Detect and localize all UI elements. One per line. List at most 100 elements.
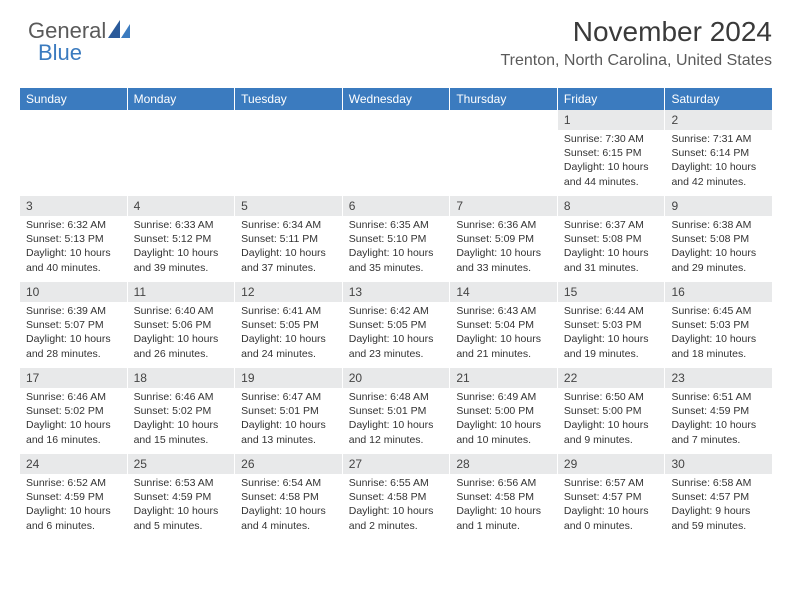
day-day1: Daylight: 10 hours [26, 332, 121, 346]
day-number: 13 [343, 282, 450, 302]
weekday-header-cell: Saturday [665, 88, 772, 110]
day-content: Sunrise: 7:30 AMSunset: 6:15 PMDaylight:… [558, 130, 665, 193]
day-day1: Daylight: 10 hours [456, 332, 551, 346]
day-sunset: Sunset: 5:03 PM [564, 318, 659, 332]
day-day2: and 16 minutes. [26, 433, 121, 447]
day-day2: and 24 minutes. [241, 347, 336, 361]
empty-day-cell [128, 110, 236, 196]
day-content: Sunrise: 6:46 AMSunset: 5:02 PMDaylight:… [20, 388, 127, 451]
day-sunrise: Sunrise: 7:31 AM [671, 132, 766, 146]
day-content: Sunrise: 6:33 AMSunset: 5:12 PMDaylight:… [128, 216, 235, 279]
day-cell: 6Sunrise: 6:35 AMSunset: 5:10 PMDaylight… [343, 196, 451, 282]
day-sunrise: Sunrise: 6:37 AM [564, 218, 659, 232]
day-day1: Daylight: 10 hours [671, 246, 766, 260]
day-sunset: Sunset: 5:02 PM [134, 404, 229, 418]
day-day2: and 18 minutes. [671, 347, 766, 361]
day-number: 15 [558, 282, 665, 302]
empty-day-cell [235, 110, 343, 196]
day-day1: Daylight: 10 hours [134, 504, 229, 518]
day-number: 18 [128, 368, 235, 388]
day-day1: Daylight: 10 hours [564, 332, 659, 346]
day-sunset: Sunset: 5:07 PM [26, 318, 121, 332]
day-sunrise: Sunrise: 6:49 AM [456, 390, 551, 404]
day-cell: 2Sunrise: 7:31 AMSunset: 6:14 PMDaylight… [665, 110, 772, 196]
day-number: 3 [20, 196, 127, 216]
day-content: Sunrise: 6:34 AMSunset: 5:11 PMDaylight:… [235, 216, 342, 279]
day-day2: and 9 minutes. [564, 433, 659, 447]
empty-day-cell [20, 110, 128, 196]
day-cell: 4Sunrise: 6:33 AMSunset: 5:12 PMDaylight… [128, 196, 236, 282]
day-day1: Daylight: 10 hours [26, 418, 121, 432]
day-cell: 30Sunrise: 6:58 AMSunset: 4:57 PMDayligh… [665, 454, 772, 540]
day-sunset: Sunset: 5:09 PM [456, 232, 551, 246]
day-cell: 21Sunrise: 6:49 AMSunset: 5:00 PMDayligh… [450, 368, 558, 454]
day-day2: and 7 minutes. [671, 433, 766, 447]
day-cell: 29Sunrise: 6:57 AMSunset: 4:57 PMDayligh… [558, 454, 666, 540]
day-sunset: Sunset: 4:58 PM [241, 490, 336, 504]
day-sunset: Sunset: 4:59 PM [134, 490, 229, 504]
day-sunrise: Sunrise: 6:40 AM [134, 304, 229, 318]
day-content: Sunrise: 6:54 AMSunset: 4:58 PMDaylight:… [235, 474, 342, 537]
weekday-header-row: SundayMondayTuesdayWednesdayThursdayFrid… [20, 88, 772, 110]
weekday-header-cell: Sunday [20, 88, 128, 110]
week-row: 10Sunrise: 6:39 AMSunset: 5:07 PMDayligh… [20, 282, 772, 368]
day-cell: 12Sunrise: 6:41 AMSunset: 5:05 PMDayligh… [235, 282, 343, 368]
day-sunrise: Sunrise: 6:39 AM [26, 304, 121, 318]
day-content: Sunrise: 6:55 AMSunset: 4:58 PMDaylight:… [343, 474, 450, 537]
day-sunrise: Sunrise: 6:55 AM [349, 476, 444, 490]
day-sunrise: Sunrise: 6:33 AM [134, 218, 229, 232]
day-day1: Daylight: 10 hours [26, 246, 121, 260]
day-day2: and 39 minutes. [134, 261, 229, 275]
day-cell: 19Sunrise: 6:47 AMSunset: 5:01 PMDayligh… [235, 368, 343, 454]
weekday-header-cell: Monday [128, 88, 236, 110]
day-day1: Daylight: 10 hours [671, 418, 766, 432]
day-day1: Daylight: 10 hours [241, 332, 336, 346]
weekday-header-cell: Friday [558, 88, 666, 110]
day-cell: 24Sunrise: 6:52 AMSunset: 4:59 PMDayligh… [20, 454, 128, 540]
day-cell: 15Sunrise: 6:44 AMSunset: 5:03 PMDayligh… [558, 282, 666, 368]
day-number: 6 [343, 196, 450, 216]
day-cell: 18Sunrise: 6:46 AMSunset: 5:02 PMDayligh… [128, 368, 236, 454]
empty-day-cell [343, 110, 451, 196]
day-number: 10 [20, 282, 127, 302]
day-day1: Daylight: 10 hours [564, 504, 659, 518]
day-day1: Daylight: 10 hours [26, 504, 121, 518]
day-day1: Daylight: 9 hours [671, 504, 766, 518]
day-content: Sunrise: 6:50 AMSunset: 5:00 PMDaylight:… [558, 388, 665, 451]
weekday-header-cell: Wednesday [343, 88, 451, 110]
day-number: 1 [558, 110, 665, 130]
day-day1: Daylight: 10 hours [564, 160, 659, 174]
day-cell: 25Sunrise: 6:53 AMSunset: 4:59 PMDayligh… [128, 454, 236, 540]
day-sunrise: Sunrise: 6:35 AM [349, 218, 444, 232]
day-content: Sunrise: 6:36 AMSunset: 5:09 PMDaylight:… [450, 216, 557, 279]
day-sunset: Sunset: 5:00 PM [564, 404, 659, 418]
day-content: Sunrise: 6:32 AMSunset: 5:13 PMDaylight:… [20, 216, 127, 279]
day-sunset: Sunset: 6:14 PM [671, 146, 766, 160]
day-sunset: Sunset: 5:01 PM [349, 404, 444, 418]
day-sunrise: Sunrise: 6:36 AM [456, 218, 551, 232]
day-content: Sunrise: 6:43 AMSunset: 5:04 PMDaylight:… [450, 302, 557, 365]
day-sunset: Sunset: 5:05 PM [241, 318, 336, 332]
day-cell: 16Sunrise: 6:45 AMSunset: 5:03 PMDayligh… [665, 282, 772, 368]
day-content: Sunrise: 6:41 AMSunset: 5:05 PMDaylight:… [235, 302, 342, 365]
day-number: 19 [235, 368, 342, 388]
logo-text-blue: Blue [38, 40, 82, 65]
week-row: 1Sunrise: 7:30 AMSunset: 6:15 PMDaylight… [20, 110, 772, 196]
day-sunrise: Sunrise: 6:45 AM [671, 304, 766, 318]
day-content: Sunrise: 6:35 AMSunset: 5:10 PMDaylight:… [343, 216, 450, 279]
day-day1: Daylight: 10 hours [241, 246, 336, 260]
day-day2: and 31 minutes. [564, 261, 659, 275]
day-content: Sunrise: 6:42 AMSunset: 5:05 PMDaylight:… [343, 302, 450, 365]
day-sunset: Sunset: 5:04 PM [456, 318, 551, 332]
day-number: 27 [343, 454, 450, 474]
day-cell: 8Sunrise: 6:37 AMSunset: 5:08 PMDaylight… [558, 196, 666, 282]
day-content: Sunrise: 6:38 AMSunset: 5:08 PMDaylight:… [665, 216, 772, 279]
day-sunrise: Sunrise: 6:42 AM [349, 304, 444, 318]
day-content: Sunrise: 6:56 AMSunset: 4:58 PMDaylight:… [450, 474, 557, 537]
day-sunset: Sunset: 4:57 PM [671, 490, 766, 504]
day-sunset: Sunset: 5:13 PM [26, 232, 121, 246]
day-content: Sunrise: 6:58 AMSunset: 4:57 PMDaylight:… [665, 474, 772, 537]
day-day2: and 2 minutes. [349, 519, 444, 533]
day-cell: 17Sunrise: 6:46 AMSunset: 5:02 PMDayligh… [20, 368, 128, 454]
day-day2: and 35 minutes. [349, 261, 444, 275]
